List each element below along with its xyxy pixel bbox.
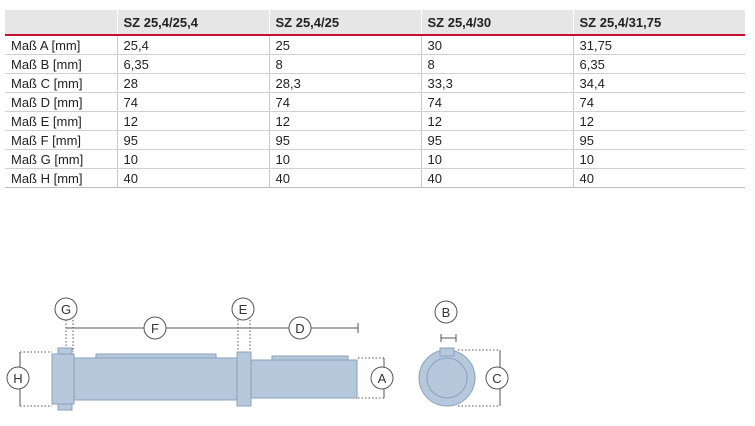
header-cell-blank (5, 10, 117, 36)
row-label: Maß B [mm] (5, 54, 117, 74)
table-cell: 34,4 (572, 73, 745, 93)
header-cell-variant-2: SZ 25,4/25 (268, 10, 421, 36)
label-h-text: H (13, 371, 22, 386)
shaft-side-view (51, 347, 358, 411)
label-a: A (370, 366, 394, 390)
label-f-text: F (151, 321, 159, 336)
table-cell: 74 (420, 92, 573, 112)
label-a-text: A (378, 371, 387, 386)
header-cell-variant-4: SZ 25,4/31,75 (572, 10, 745, 36)
table-cell: 95 (420, 130, 573, 150)
table-cell: 8 (420, 54, 573, 74)
table-cell: 30 (420, 35, 573, 55)
label-b: B (434, 300, 458, 324)
table-row: Maß G [mm] 10 10 10 10 (5, 149, 745, 169)
table-cell: 40 (572, 168, 745, 188)
table-cell: 12 (572, 111, 745, 131)
label-d: D (288, 316, 312, 340)
table-cell: 28,3 (268, 73, 421, 93)
table-cell: 31,75 (572, 35, 745, 55)
table-cell: 28 (116, 73, 269, 93)
table-row: Maß E [mm] 12 12 12 12 (5, 111, 745, 131)
table-cell: 95 (572, 130, 745, 150)
table-row: Maß A [mm] 25,4 25 30 31,75 (5, 35, 745, 55)
table-cell: 40 (268, 168, 421, 188)
label-f: F (143, 316, 167, 340)
label-g-text: G (61, 302, 71, 317)
table-cell: 25,4 (116, 35, 269, 55)
row-label: Maß D [mm] (5, 92, 117, 112)
header-cell-variant-3: SZ 25,4/30 (420, 10, 573, 36)
table-cell: 74 (572, 92, 745, 112)
row-label: Maß F [mm] (5, 130, 117, 150)
table-cell: 74 (268, 92, 421, 112)
table-cell: 10 (116, 149, 269, 169)
row-label: Maß E [mm] (5, 111, 117, 131)
table-cell: 33,3 (420, 73, 573, 93)
label-c-text: C (492, 371, 501, 386)
label-g: G (54, 297, 78, 321)
label-h: H (6, 366, 30, 390)
table-cell: 6,35 (572, 54, 745, 74)
spec-table: SZ 25,4/25,4 SZ 25,4/25 SZ 25,4/30 SZ 25… (5, 10, 745, 188)
table-cell: 10 (572, 149, 745, 169)
table-cell: 8 (268, 54, 421, 74)
row-label: Maß C [mm] (5, 73, 117, 93)
label-d-text: D (295, 321, 304, 336)
row-label: Maß A [mm] (5, 35, 117, 55)
table-header-row: SZ 25,4/25,4 SZ 25,4/25 SZ 25,4/30 SZ 25… (5, 10, 745, 36)
row-label: Maß G [mm] (5, 149, 117, 169)
row-label: Maß H [mm] (5, 168, 117, 188)
table-cell: 12 (116, 111, 269, 131)
label-e: E (231, 297, 255, 321)
table-row: Maß C [mm] 28 28,3 33,3 34,4 (5, 73, 745, 93)
technical-drawing: G F E D H A B C (6, 297, 509, 411)
table-cell: 6,35 (116, 54, 269, 74)
table-cell: 10 (420, 149, 573, 169)
table-cell: 40 (116, 168, 269, 188)
label-e-text: E (239, 302, 248, 317)
label-b-text: B (442, 305, 451, 320)
shaft-end-view (418, 347, 476, 407)
table-row: Maß H [mm] 40 40 40 40 (5, 168, 745, 188)
table-cell: 95 (268, 130, 421, 150)
extension-lines (20, 320, 500, 407)
table-row: Maß B [mm] 6,35 8 8 6,35 (5, 54, 745, 74)
label-c: C (485, 366, 509, 390)
table-row: Maß D [mm] 74 74 74 74 (5, 92, 745, 112)
table-cell: 25 (268, 35, 421, 55)
table-cell: 12 (420, 111, 573, 131)
table-row: Maß F [mm] 95 95 95 95 (5, 130, 745, 150)
header-cell-variant-1: SZ 25,4/25,4 (116, 10, 269, 36)
dimension-lines (19, 323, 501, 406)
table-cell: 40 (420, 168, 573, 188)
table-cell: 10 (268, 149, 421, 169)
table-cell: 12 (268, 111, 421, 131)
table-cell: 95 (116, 130, 269, 150)
table-cell: 74 (116, 92, 269, 112)
